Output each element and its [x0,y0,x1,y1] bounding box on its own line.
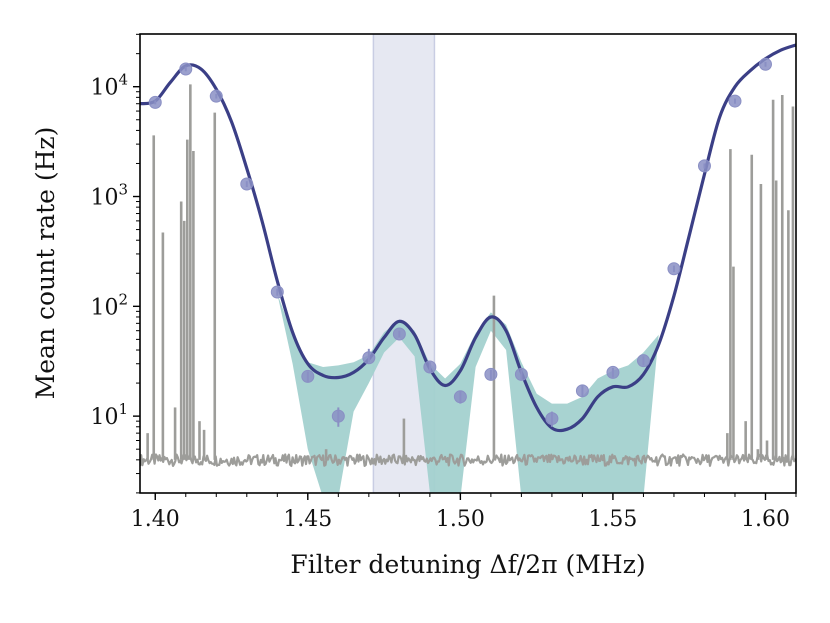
y-axis-label: Mean count rate (Hz) [31,127,60,400]
data-point [728,94,742,108]
data-point [362,351,376,365]
data-point [148,95,162,109]
data-point [423,360,437,374]
data-point [453,390,467,404]
data-point [301,369,315,383]
x-tick-label: 1.45 [283,507,332,532]
y-tick-label: 102 [90,290,128,320]
x-tick-label: 1.50 [436,507,485,532]
data-point [484,367,498,381]
data-point [514,367,528,381]
axes: 1.40 1.45 1.50 1.55 1.60 101 102 103 104 [90,33,797,532]
y-tick-label: 104 [90,71,128,101]
plot-content [140,34,796,493]
x-axis-label: Filter detuning Δf/2π (MHz) [290,550,645,579]
x-tick-label: 1.55 [588,507,637,532]
data-point [575,384,589,398]
data-point [209,89,223,103]
x-tick-label: 1.40 [131,507,180,532]
fit-curve [140,43,796,433]
data-point [758,57,772,71]
data-point [545,412,559,426]
y-tick-label: 101 [90,400,128,430]
data-point [179,62,193,76]
spectrum-baseline [140,453,796,467]
plot-frame [139,33,797,494]
data-point [636,354,650,368]
data-point [606,365,620,379]
y-tick-label: 103 [90,181,128,211]
confidence-band [277,293,659,493]
data-point [392,327,406,341]
data-point [240,177,254,191]
data-point [697,159,711,173]
x-tick-label: 1.60 [741,507,790,532]
data-point [667,262,681,276]
data-point [270,285,284,299]
data-point [331,409,345,423]
